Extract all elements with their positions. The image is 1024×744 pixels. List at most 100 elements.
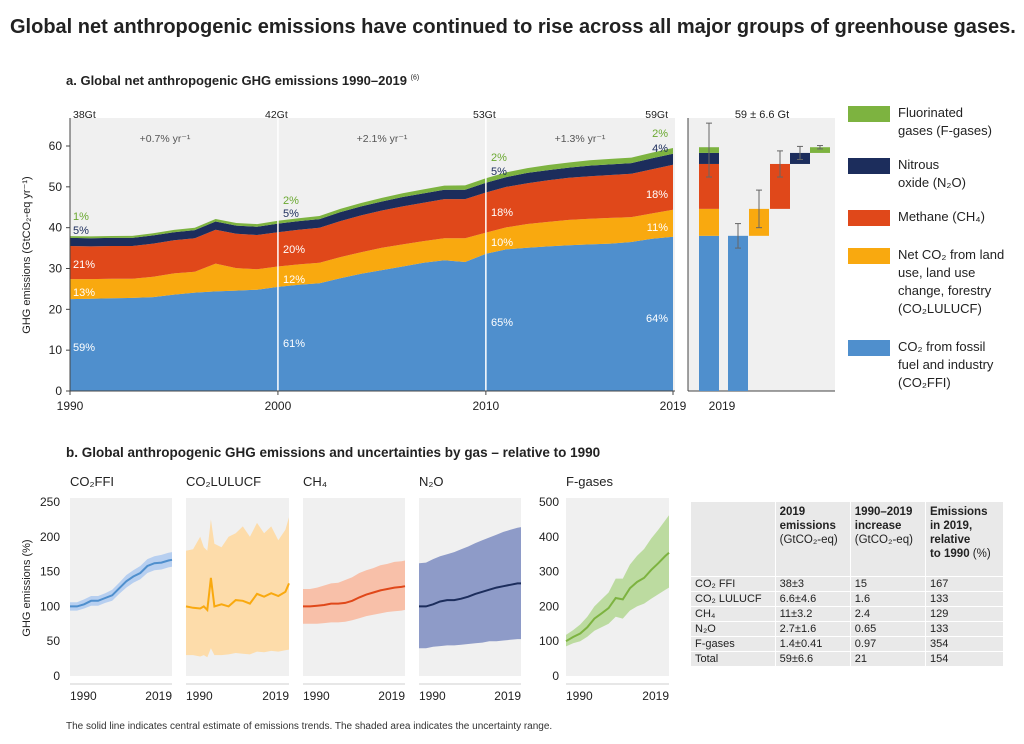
y-tick-label: 0: [55, 384, 62, 398]
table-row: CH₄ 11±3.2 2.4 129: [691, 606, 1003, 622]
header-unit: (%): [969, 548, 991, 560]
table-cell: 1.6: [849, 591, 926, 607]
growth-rate-label: +2.1% yr⁻¹: [357, 133, 408, 145]
table-cell: N₂O: [691, 621, 776, 637]
table-body: CO₂ FFI 38±3 15 167 CO₂ LULUCF 6.6±4.6 1.6 133 C…: [691, 576, 1003, 666]
x-tick-label: 2000: [265, 399, 292, 413]
share-label-2019: 11%: [647, 222, 668, 234]
y-tick-label: 40: [49, 221, 63, 235]
table-cell: 1.4±0.41: [774, 636, 851, 652]
header-line: emissions: [779, 520, 836, 532]
legend-label-line: Nitrous: [898, 157, 940, 172]
panel-a-title-text: a. Global net anthropogenic GHG emission…: [66, 73, 408, 88]
share-label-1990: 59%: [73, 342, 95, 354]
decade-total-label: 59Gt: [645, 109, 668, 121]
table-cell: CO₂ LULUCF: [691, 591, 776, 607]
x-tick-label: 1990: [57, 399, 84, 413]
legend-label-line: change, forestry: [898, 283, 992, 298]
area-series-1: [70, 209, 673, 300]
share-label-2010: 5%: [491, 166, 507, 178]
table-header-cell: 1990–2019 increase (GtCO₂-eq): [849, 502, 926, 577]
area-series-2: [70, 164, 673, 280]
area-series-3: [70, 153, 673, 247]
legend-label-line: Net CO₂ from land: [898, 247, 1005, 262]
decade-total-label: 38Gt: [73, 109, 96, 121]
table-header-row: 2019 emissions (GtCO₂-eq) 1990–2019 increase…: [691, 502, 1003, 577]
table-cell: 2.4: [849, 606, 926, 622]
legend-label: Nitrous oxide (N₂O): [898, 156, 966, 192]
waterfall-x-label: 2019: [709, 399, 736, 413]
header-line: Emissions: [929, 506, 988, 518]
legend-label: Methane (CH₄): [898, 208, 985, 226]
panel-a-title-note: (6): [410, 74, 420, 82]
table-header-cell: Emissions in 2019, relative to 1990 (%): [924, 502, 1003, 577]
panel-a-title: a. Global net anthropogenic GHG emission…: [66, 73, 419, 88]
table-cell: 129: [924, 606, 1003, 622]
share-label-2010: 10%: [491, 237, 513, 249]
legend-label-line: gases (F-gases): [898, 123, 992, 138]
waterfall-total-segment: [699, 163, 719, 209]
share-label-2000: 12%: [283, 274, 305, 286]
header-line: relative: [929, 534, 971, 546]
y-tick-label: 20: [49, 302, 63, 316]
decade-total-label: 42Gt: [265, 109, 288, 121]
table-cell: 167: [924, 576, 1003, 592]
emissions-table: 2019 emissions (GtCO₂-eq) 1990–2019 increase…: [691, 502, 1003, 666]
panel-b-title: b. Global anthropogenic GHG emissions an…: [66, 445, 601, 460]
table-cell: 0.97: [849, 636, 926, 652]
share-label-2000: 61%: [283, 338, 305, 350]
table-cell: 11±3.2: [774, 606, 851, 622]
table-cell: CO₂ FFI: [691, 576, 776, 592]
table-cell: CH₄: [691, 606, 776, 622]
panel-a-y-label: GHG emissions (GtCO₂-eq yr⁻¹): [21, 176, 33, 333]
header-unit: (GtCO₂-eq): [779, 534, 838, 546]
share-label-1990: 5%: [73, 225, 89, 237]
share-label-1990: 1%: [73, 211, 89, 223]
share-label-2000: 20%: [283, 244, 305, 256]
header-line: to 1990 (%): [929, 548, 991, 560]
share-label-2010: 65%: [491, 317, 513, 329]
legend-label-line: (CO₂LULUCF): [898, 301, 982, 316]
legend-swatch: [848, 158, 890, 174]
legend-label-line: fuel and industry: [898, 357, 994, 372]
decade-total-label: 53Gt: [473, 109, 496, 121]
x-tick-label: 2010: [473, 399, 500, 413]
table-cell: 0.65: [849, 621, 926, 637]
table-header-cell: 2019 emissions (GtCO₂-eq): [774, 502, 851, 577]
table-cell: 59±6.6: [774, 651, 851, 666]
share-label-1990: 21%: [73, 259, 95, 271]
legend-swatch: [848, 210, 890, 226]
table-cell: 15: [849, 576, 926, 592]
legend-swatch: [848, 340, 890, 356]
table-cell: 38±3: [774, 576, 851, 592]
y-tick-label: 10: [49, 343, 63, 357]
share-label-1990: 13%: [73, 287, 95, 299]
table-cell: 2.7±1.6: [774, 621, 851, 637]
legend-label-line: Fluorinated: [898, 105, 964, 120]
table-cell: 154: [924, 651, 1003, 666]
legend-label-line: (CO₂FFI): [898, 375, 951, 390]
legend-label-line: Methane (CH₄): [898, 209, 985, 224]
header-line: 1990–2019: [854, 506, 913, 518]
header-line: in 2019,: [929, 520, 973, 532]
legend-label: CO₂ from fossil fuel and industry (CO₂FFI): [898, 338, 993, 392]
table-header-cell: [691, 502, 776, 577]
share-label-2019: 4%: [652, 143, 668, 155]
footnote: The solid line indicates central estimat…: [66, 721, 553, 732]
table-row: F-gases 1.4±0.41 0.97 354: [691, 636, 1003, 652]
share-label-2019: 18%: [646, 189, 668, 201]
table-cell: Total: [691, 651, 776, 666]
y-tick-label: 30: [49, 262, 63, 276]
legend-swatch: [848, 106, 890, 122]
y-tick-label: 60: [49, 139, 63, 153]
table-cell: 6.6±4.6: [774, 591, 851, 607]
table-cell: 21: [849, 651, 926, 666]
header-line: increase: [854, 520, 902, 532]
legend-label-line: oxide (N₂O): [898, 175, 966, 190]
share-label-2010: 18%: [491, 207, 513, 219]
header-unit: (GtCO₂-eq): [854, 534, 913, 546]
legend-label: Net CO₂ from land use, land use change, fo…: [898, 246, 1004, 318]
table-row: N₂O 2.7±1.6 0.65 133: [691, 621, 1003, 637]
growth-rate-label: +1.3% yr⁻¹: [555, 133, 606, 145]
